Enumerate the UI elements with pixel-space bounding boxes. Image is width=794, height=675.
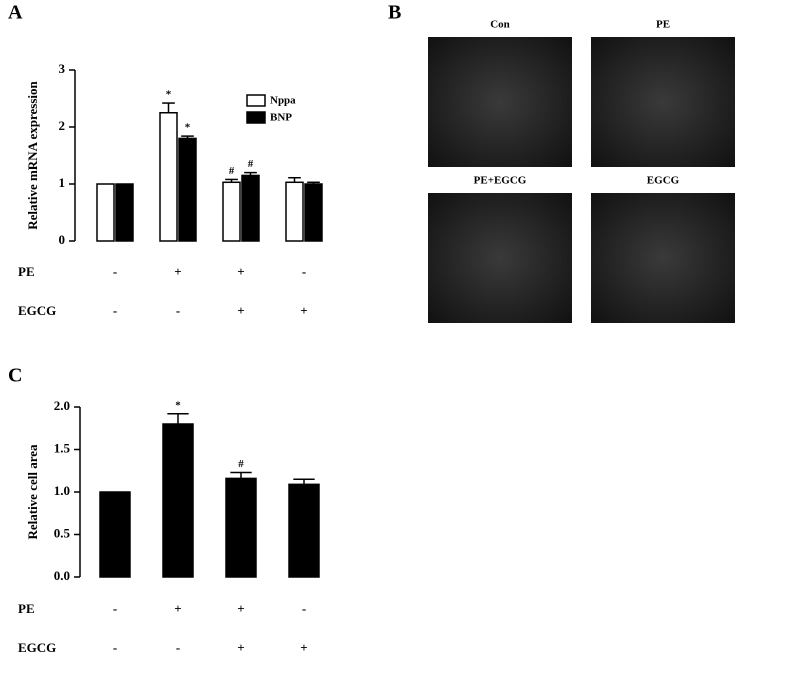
treatment-name: EGCG [18, 640, 56, 655]
treatment-sign: + [300, 303, 307, 318]
y-tick-label: 3 [59, 61, 66, 76]
treatment-sign: - [113, 264, 117, 279]
micrograph [591, 37, 735, 167]
y-axis-title: Relative cell area [25, 444, 40, 540]
treatment-sign: + [237, 640, 244, 655]
panel-label: B [388, 2, 401, 24]
treatment-sign: + [174, 264, 181, 279]
bar [96, 183, 115, 242]
treatment-sign: + [237, 303, 244, 318]
treatment-sign: - [302, 601, 306, 616]
significance-marker: # [229, 165, 235, 177]
legend-label: BNP [270, 112, 292, 124]
significance-marker: # [238, 458, 244, 470]
significance-marker: # [248, 158, 254, 170]
bar [288, 483, 320, 578]
y-tick-label: 2.0 [54, 398, 70, 413]
treatment-sign: - [113, 640, 117, 655]
treatment-sign: + [237, 601, 244, 616]
significance-marker: * [185, 122, 191, 134]
panel-label: A [8, 2, 23, 24]
bar [285, 181, 304, 242]
y-tick-label: 1.0 [54, 483, 70, 498]
treatment-sign: + [300, 640, 307, 655]
legend-swatch [246, 111, 266, 124]
bar [178, 137, 197, 242]
micrograph [591, 193, 735, 323]
treatment-sign: - [113, 601, 117, 616]
treatment-sign: + [174, 601, 181, 616]
bar [159, 112, 178, 242]
micrograph-label: EGCG [647, 175, 680, 187]
micrograph-label: PE [656, 19, 670, 31]
treatment-name: PE [18, 601, 35, 616]
bar [225, 477, 257, 578]
treatment-sign: - [176, 303, 180, 318]
bar [222, 181, 241, 242]
y-tick-label: 1.5 [54, 440, 71, 455]
y-tick-label: 2 [59, 118, 66, 133]
micrograph [428, 37, 572, 167]
treatment-sign: + [237, 264, 244, 279]
treatment-name: PE [18, 264, 35, 279]
treatment-sign: - [113, 303, 117, 318]
bar [304, 183, 323, 242]
significance-marker: * [175, 399, 181, 411]
y-tick-label: 0.0 [54, 568, 70, 583]
y-axis-title: Relative mRNA expression [25, 80, 40, 229]
bar [99, 491, 131, 578]
micrograph-label: PE+EGCG [474, 175, 527, 187]
micrograph [428, 193, 572, 323]
legend-swatch [246, 94, 266, 107]
y-tick-label: 0.5 [54, 525, 71, 540]
bar [162, 423, 194, 578]
significance-marker: * [166, 89, 172, 101]
panel-label: C [8, 365, 22, 387]
treatment-sign: - [302, 264, 306, 279]
treatment-name: EGCG [18, 303, 56, 318]
legend-label: Nppa [270, 95, 296, 107]
bar [115, 183, 134, 242]
micrograph-label: Con [490, 19, 510, 31]
y-tick-label: 1 [59, 175, 66, 190]
y-tick-label: 0 [59, 232, 66, 247]
bar [241, 174, 260, 242]
treatment-sign: - [176, 640, 180, 655]
